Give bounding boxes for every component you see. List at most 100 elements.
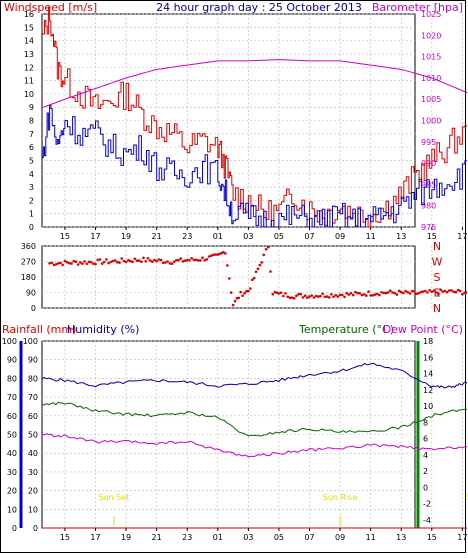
direction-point [61,263,64,267]
direction-point [415,292,418,296]
direction-point [172,260,176,264]
temp-series-line-0 [41,362,468,389]
direction-point [256,267,260,271]
direction-point [228,277,231,280]
direction-point [461,292,464,296]
humidity-axis-label: Humidity (%) [67,323,139,336]
direction-point [413,290,416,293]
direction-point [124,260,128,264]
direction-point [262,253,266,257]
direction-point [360,293,364,297]
direction-point [122,259,126,263]
direction-point [406,291,410,294]
direction-ticks: 0 90 180 270 360 [21,242,36,313]
direction-point [421,290,425,293]
direction-point [207,255,211,258]
barometer-tick-label: 985 [421,180,436,189]
rainfall-tick-label: 10 [7,505,17,514]
direction-point [424,289,427,293]
direction-point [142,256,145,260]
direction-point [358,292,362,295]
time-tick-label: 09 [335,232,345,241]
direction-point [452,290,456,294]
rainfall-tick-label: 0 [12,524,17,533]
time-tick-label: 15 [60,533,70,542]
direction-point [181,260,185,263]
direction-point [129,259,132,263]
direction-tick-label: 270 [21,258,36,267]
direction-point [127,259,130,262]
direction-point [367,290,370,293]
direction-point [188,259,191,262]
direction-point [279,291,283,295]
direction-point [137,259,141,262]
time-tick-label: 21 [152,232,162,241]
direction-point [243,291,246,295]
direction-point [402,291,405,295]
direction-point [212,253,215,257]
time-tick-label: 19 [121,232,131,241]
direction-point [437,292,440,296]
temperature-tick-label: -4 [423,516,431,525]
direction-point [301,296,305,299]
time-tick-label: 21 [152,533,162,542]
humidity-tick-label: 30 [28,468,38,477]
direction-point [76,263,80,266]
direction-point [65,261,69,264]
direction-point [74,260,78,264]
direction-point [148,259,152,262]
direction-point [391,291,394,294]
temp-grid [42,340,463,529]
direction-point [185,258,189,262]
humidity-tick-label: 50 [28,431,38,440]
direction-point [288,296,292,300]
direction-point [245,289,248,293]
temp-series-line-2 [41,433,468,458]
humidity-tick-label: 20 [28,487,38,496]
direction-point [448,289,451,292]
temperature-axis-label: Temperature (°C) [298,323,394,336]
direction-point [458,289,462,293]
temperature-tick-label: 16 [423,353,433,362]
direction-point [89,260,93,264]
direction-point [164,261,167,264]
barometer-ticks: 975 980 985 990 995 1000 1005 1010 1015 1020 1025 [421,10,441,232]
temperature-tick-label: 14 [423,370,433,379]
windspeed-tick-label: 0 [29,223,34,232]
direction-point [146,257,150,260]
direction-point [325,295,329,298]
windspeed-tick-label: 11 [24,77,34,86]
direction-point [161,261,165,265]
barometer-tick-label: 995 [421,138,436,147]
direction-point [319,294,322,298]
direction-point [133,257,137,261]
direction-point [231,303,235,307]
direction-point [166,260,169,263]
direction-point [159,258,163,262]
barometer-tick-label: 990 [421,159,436,168]
windspeed-tick-label: 7 [29,130,34,139]
dew-point-axis-label: Dew Point (°C) [383,323,463,336]
direction-point [306,296,309,300]
time-tick-label: 11 [366,533,376,542]
windspeed-tick-label: 10 [24,90,34,99]
direction-point [393,291,397,295]
direction-point [303,294,307,298]
direction-point [92,262,95,265]
sun-marker-label: Sun Rise [323,493,358,502]
time-tick-label: 03 [243,232,253,241]
direction-panel-frame [41,245,416,309]
direction-point [345,291,348,295]
direction-point [205,258,209,261]
temperature-tick-label: 2 [423,467,428,476]
direction-point [120,257,123,260]
barometer-tick-label: 1025 [421,10,441,19]
humidity-tick-label: 40 [28,449,38,458]
temperature-tick-label: 6 [423,435,428,444]
windspeed-tick-label: 6 [29,143,34,152]
direction-point [254,270,258,274]
time-tick-label: 09 [335,533,345,542]
direction-point [428,289,431,292]
